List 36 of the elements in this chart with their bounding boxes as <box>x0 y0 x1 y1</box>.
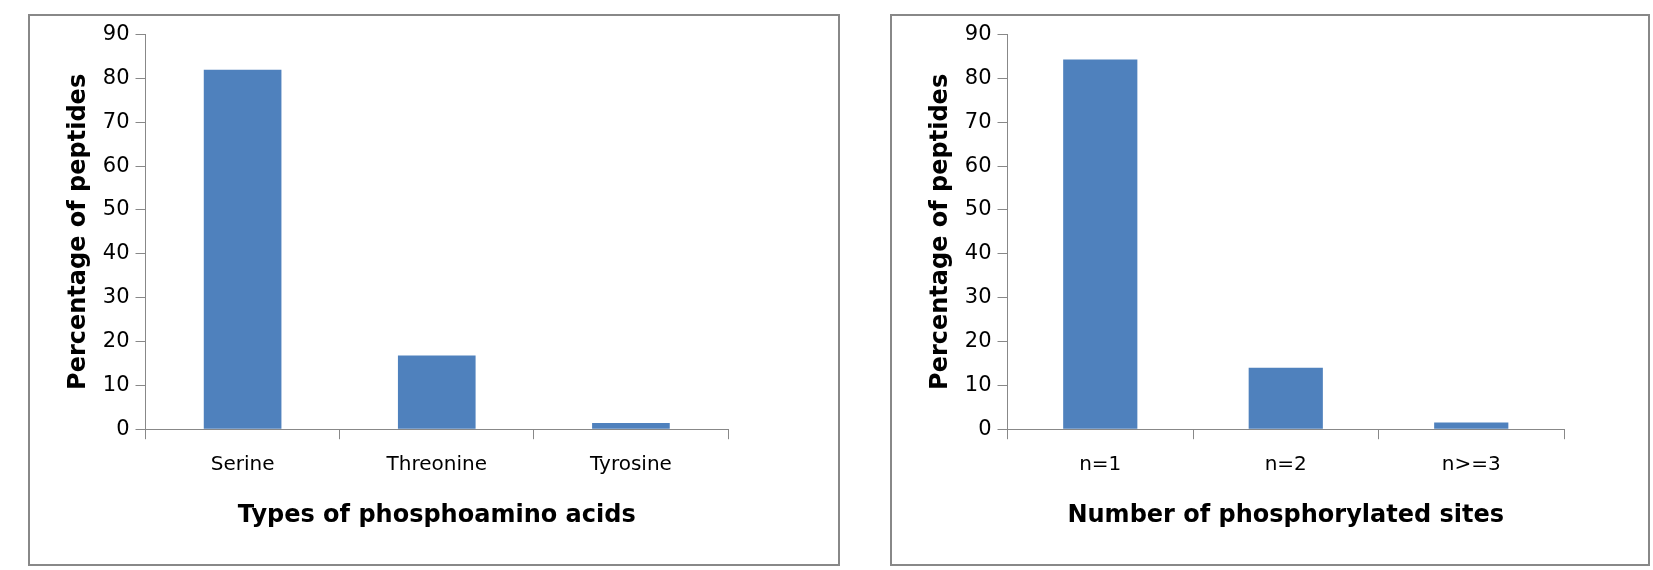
bar <box>1434 422 1509 429</box>
x-axis-title: Types of phosphoamino acids <box>237 499 636 528</box>
x-tick-label: n=1 <box>1079 451 1122 476</box>
bar <box>397 355 476 429</box>
y-tick-label: 20 <box>964 327 992 352</box>
y-tick-label: 70 <box>964 108 992 133</box>
y-tick-label: 60 <box>102 152 130 177</box>
y-tick-label: 0 <box>978 415 992 440</box>
y-tick-label: 40 <box>964 240 992 265</box>
bar <box>1063 59 1138 429</box>
y-tick-label: 40 <box>102 240 130 265</box>
y-tick-label: 80 <box>964 64 992 89</box>
y-tick-label: 50 <box>964 196 992 221</box>
x-tick-label: Tyrosine <box>588 451 672 476</box>
y-axis-title: Percentage of peptides <box>924 73 953 390</box>
x-axis-title: Number of phosphorylated sites <box>1067 499 1505 528</box>
y-tick-label: 30 <box>964 284 992 309</box>
bar <box>1248 367 1323 429</box>
y-tick-label: 0 <box>116 415 130 440</box>
y-axis-title: Percentage of peptides <box>62 73 91 390</box>
bar <box>592 423 670 429</box>
y-tick-label: 90 <box>964 21 992 46</box>
y-tick-label: 60 <box>964 152 992 177</box>
x-tick-label: Threonine <box>385 451 487 476</box>
y-tick-label: 90 <box>102 21 130 46</box>
x-tick-label: n>=3 <box>1441 451 1501 476</box>
y-tick-label: 50 <box>102 196 130 221</box>
x-tick-label: Serine <box>210 451 275 476</box>
y-tick-label: 20 <box>102 327 130 352</box>
y-tick-label: 10 <box>102 371 130 396</box>
bar <box>203 69 282 429</box>
y-tick-label: 70 <box>102 108 130 133</box>
y-tick-label: 80 <box>102 64 130 89</box>
y-tick-label: 30 <box>102 284 130 309</box>
x-tick-label: n=2 <box>1264 451 1307 476</box>
y-tick-label: 10 <box>964 371 992 396</box>
